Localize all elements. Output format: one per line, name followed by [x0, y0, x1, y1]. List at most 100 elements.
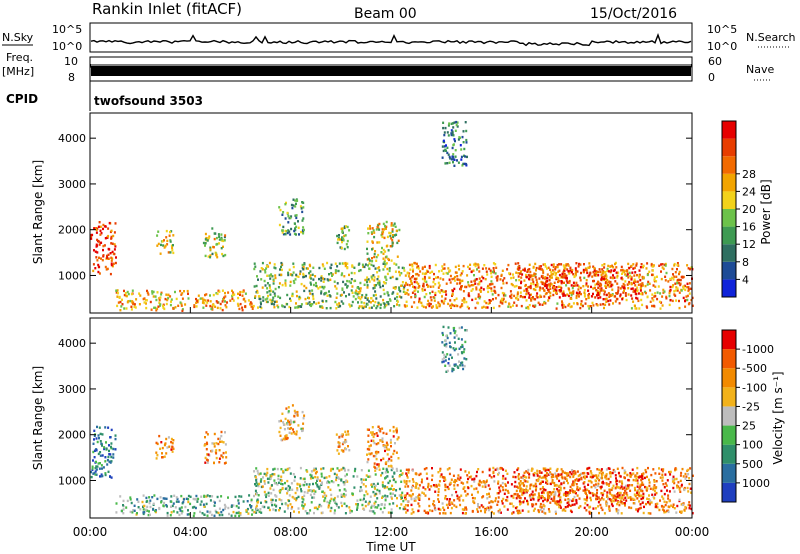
echo-cell	[257, 484, 260, 488]
echo-cell	[672, 503, 675, 506]
echo-cell	[269, 277, 272, 280]
echo-cell	[110, 476, 113, 479]
echo-cell	[665, 501, 668, 504]
echo-cell	[381, 511, 384, 514]
echo-cell	[534, 283, 537, 287]
echo-cell	[442, 272, 445, 275]
echo-cell	[103, 447, 106, 451]
echo-cell	[553, 497, 556, 500]
echo-cell	[527, 268, 530, 272]
echo-cell	[101, 454, 104, 457]
echo-cell	[449, 511, 452, 515]
echo-cell	[351, 492, 354, 495]
echo-cell	[482, 277, 485, 280]
echo-cell	[161, 240, 164, 243]
echo-cell	[292, 271, 295, 274]
echo-cell	[375, 457, 378, 461]
echo-cell	[679, 282, 682, 285]
echo-cell	[343, 247, 346, 251]
echo-cell	[519, 503, 521, 506]
echo-cell	[331, 274, 333, 277]
echo-cell	[110, 428, 113, 432]
echo-cell	[384, 499, 387, 502]
echo-cell	[444, 290, 447, 293]
echo-cell	[353, 469, 356, 473]
echo-cell	[161, 446, 164, 450]
echo-cell	[155, 457, 158, 460]
echo-cell	[589, 475, 592, 479]
echo-cell	[585, 298, 588, 301]
echo-cell	[648, 282, 651, 285]
echo-cell	[102, 254, 105, 257]
echo-cell	[367, 475, 370, 478]
colorbar-swatch	[722, 191, 736, 209]
echo-cell	[515, 271, 518, 274]
echo-cell	[206, 301, 209, 304]
echo-cell	[96, 465, 99, 468]
echo-cell	[605, 473, 608, 476]
echo-cell	[350, 510, 353, 513]
echo-cell	[165, 293, 168, 296]
echo-cell	[279, 491, 282, 494]
colorbar-swatch	[722, 463, 736, 483]
echo-cell	[392, 502, 395, 505]
echo-cell	[158, 507, 161, 511]
echo-cell	[438, 500, 440, 503]
echo-cell	[172, 502, 175, 505]
echo-cell	[453, 336, 456, 339]
echo-cell	[301, 201, 304, 204]
echo-cell	[458, 136, 461, 139]
echo-cell	[509, 502, 512, 505]
echo-cell	[104, 460, 107, 463]
echo-cell	[448, 278, 451, 281]
echo-cell	[686, 294, 689, 298]
echo-cell	[341, 238, 343, 241]
echo-cell	[291, 274, 294, 277]
echo-cell	[382, 298, 385, 302]
echo-cell	[546, 468, 549, 472]
echo-cell	[298, 436, 301, 440]
echo-cell	[170, 300, 172, 303]
echo-cell	[636, 490, 639, 493]
echo-cell	[595, 270, 598, 273]
echo-cell	[280, 475, 283, 478]
echo-cell	[558, 505, 561, 509]
echo-cell	[504, 469, 507, 472]
echo-cell	[605, 275, 608, 278]
echo-cell	[210, 513, 213, 517]
echo-cell	[337, 484, 340, 487]
echo-cell	[284, 435, 287, 438]
echo-cell	[236, 302, 239, 306]
echo-cell	[529, 275, 532, 279]
echo-cell	[441, 331, 444, 335]
echo-cell	[373, 231, 376, 234]
echo-cell	[535, 266, 538, 270]
echo-cell	[211, 449, 214, 452]
echo-cell	[570, 284, 573, 287]
echo-cell	[680, 510, 683, 513]
echo-cell	[518, 486, 521, 490]
echo-cell	[524, 283, 527, 287]
echo-cell	[387, 294, 390, 297]
echo-cell	[471, 288, 474, 291]
echo-cell	[678, 306, 681, 310]
echo-cell	[601, 477, 604, 480]
echo-cell	[634, 475, 637, 478]
echo-cell	[475, 286, 478, 289]
echo-cell	[336, 282, 339, 285]
echo-cell	[259, 305, 262, 308]
echo-cell	[673, 481, 676, 485]
echo-cell	[572, 481, 575, 484]
echo-cell	[453, 299, 456, 302]
echo-cell	[543, 505, 546, 508]
echo-cell	[439, 277, 442, 280]
echo-cell	[535, 487, 538, 490]
echo-cell	[639, 483, 642, 486]
echo-cell	[176, 511, 179, 514]
echo-cell	[297, 220, 299, 223]
echo-cell	[473, 478, 476, 481]
echo-cell	[470, 270, 473, 274]
nave-label: Nave	[746, 63, 774, 76]
echo-cell	[631, 497, 634, 500]
